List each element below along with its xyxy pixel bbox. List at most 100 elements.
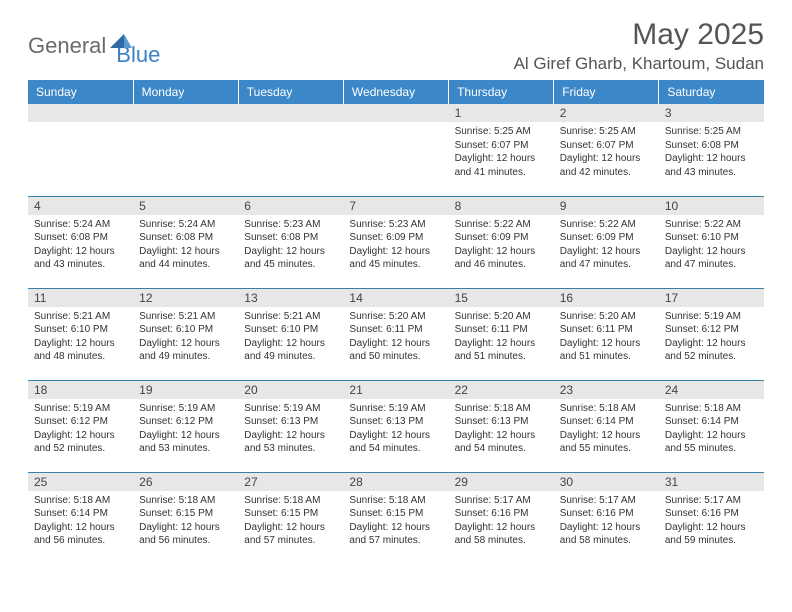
day-details: Sunrise: 5:18 AMSunset: 6:14 PMDaylight:… [554, 399, 659, 460]
calendar-day-cell [133, 104, 238, 196]
calendar-day-cell: 17Sunrise: 5:19 AMSunset: 6:12 PMDayligh… [659, 288, 764, 380]
calendar-day-cell: 23Sunrise: 5:18 AMSunset: 6:14 PMDayligh… [554, 380, 659, 472]
day-details: Sunrise: 5:18 AMSunset: 6:13 PMDaylight:… [449, 399, 554, 460]
day-number: 5 [133, 197, 238, 215]
sunset-line: Sunset: 6:11 PM [455, 324, 528, 335]
calendar-day-cell: 20Sunrise: 5:19 AMSunset: 6:13 PMDayligh… [238, 380, 343, 472]
day-details: Sunrise: 5:17 AMSunset: 6:16 PMDaylight:… [554, 491, 659, 552]
day-number: 28 [343, 473, 448, 491]
sunset-line: Sunset: 6:16 PM [665, 508, 739, 519]
sunset-line: Sunset: 6:10 PM [244, 324, 318, 335]
day-number: 26 [133, 473, 238, 491]
sunset-line: Sunset: 6:14 PM [34, 508, 108, 519]
day-details: Sunrise: 5:18 AMSunset: 6:14 PMDaylight:… [28, 491, 133, 552]
sunset-line: Sunset: 6:15 PM [349, 508, 423, 519]
day-number: 17 [659, 289, 764, 307]
day-details: Sunrise: 5:24 AMSunset: 6:08 PMDaylight:… [28, 215, 133, 276]
day-details: Sunrise: 5:17 AMSunset: 6:16 PMDaylight:… [659, 491, 764, 552]
day-details: Sunrise: 5:18 AM Sunset: 6:15 PM Daylight:… [343, 491, 448, 552]
sunrise-line: Sunrise: 5:23 AM [244, 219, 320, 230]
day-details: Sunrise: 5:18 AMSunset: 6:15 PMDaylight:… [238, 491, 343, 552]
day-details: Sunrise: 5:22 AMSunset: 6:09 PMDaylight:… [554, 215, 659, 276]
daylight-line: Daylight: 12 hours and 50 minutes. [349, 338, 430, 363]
daylight-line: Daylight: 12 hours and 42 minutes. [560, 153, 641, 178]
weekday-header: Friday [554, 80, 659, 104]
day-number: 23 [554, 381, 659, 399]
day-details: Sunrise: 5:21 AMSunset: 6:10 PMDaylight:… [133, 307, 238, 368]
weekday-header-row: Sunday Monday Tuesday Wednesday Thursday… [28, 80, 764, 104]
sunrise-line: Sunrise: 5:23 AM [349, 219, 425, 230]
day-number: 2 [554, 104, 659, 122]
daylight-line: Daylight: 12 hours and 58 minutes. [455, 522, 536, 547]
sunrise-line: Sunrise: 5:18 AM [455, 403, 531, 414]
day-details: Sunrise: 5:19 AMSunset: 6:13 PMDaylight:… [238, 399, 343, 460]
sunset-line: Sunset: 6:16 PM [560, 508, 634, 519]
day-number [133, 104, 238, 122]
sunrise-line: Sunrise: 5:25 AM [455, 126, 531, 137]
daylight-line: Daylight: 12 hours and 53 minutes. [139, 430, 220, 455]
day-number: 27 [238, 473, 343, 491]
daylight-line: Daylight: 12 hours and 57 minutes. [349, 522, 430, 547]
sunset-line: Sunset: 6:08 PM [244, 232, 318, 243]
day-number: 12 [133, 289, 238, 307]
sunset-line: Sunset: 6:16 PM [455, 508, 529, 519]
sunrise-line: Sunrise: 5:18 AM [34, 495, 110, 506]
logo-word-1: General [28, 33, 106, 59]
sunrise-line: Sunrise: 5:18 AM [349, 495, 425, 506]
sunrise-line: Sunrise: 5:21 AM [139, 311, 215, 322]
weekday-header: Monday [133, 80, 238, 104]
weekday-header: Saturday [659, 80, 764, 104]
calendar-week-row: 4Sunrise: 5:24 AMSunset: 6:08 PMDaylight… [28, 196, 764, 288]
day-number: 16 [554, 289, 659, 307]
title-block: May 2025 Al Giref Gharb, Khartoum, Sudan [514, 18, 764, 74]
sunset-line: Sunset: 6:10 PM [665, 232, 739, 243]
daylight-line: Daylight: 12 hours and 41 minutes. [455, 153, 536, 178]
location-text: Al Giref Gharb, Khartoum, Sudan [514, 54, 764, 74]
sunset-line: Sunset: 6:15 PM [139, 508, 213, 519]
calendar-day-cell: 2Sunrise: 5:25 AMSunset: 6:07 PMDaylight… [554, 104, 659, 196]
day-number: 9 [554, 197, 659, 215]
day-number: 14 [343, 289, 448, 307]
sunset-line: Sunset: 6:13 PM [244, 416, 318, 427]
sunrise-line: Sunrise: 5:20 AM [349, 311, 425, 322]
daylight-line: Daylight: 12 hours and 46 minutes. [455, 246, 536, 271]
day-number: 3 [659, 104, 764, 122]
sunset-line: Sunset: 6:12 PM [665, 324, 739, 335]
sunrise-line: Sunrise: 5:24 AM [34, 219, 110, 230]
daylight-line: Daylight: 12 hours and 55 minutes. [665, 430, 746, 455]
day-number: 1 [449, 104, 554, 122]
sunrise-line: Sunrise: 5:18 AM [665, 403, 741, 414]
daylight-line: Daylight: 12 hours and 44 minutes. [139, 246, 220, 271]
daylight-line: Daylight: 12 hours and 52 minutes. [34, 430, 115, 455]
sunrise-line: Sunrise: 5:24 AM [139, 219, 215, 230]
sunset-line: Sunset: 6:14 PM [665, 416, 739, 427]
sunset-line: Sunset: 6:09 PM [349, 232, 423, 243]
day-details: Sunrise: 5:18 AMSunset: 6:15 PMDaylight:… [133, 491, 238, 552]
day-number [343, 104, 448, 122]
sunrise-line: Sunrise: 5:22 AM [560, 219, 636, 230]
daylight-line: Daylight: 12 hours and 45 minutes. [349, 246, 430, 271]
day-details: Sunrise: 5:19 AMSunset: 6:12 PMDaylight:… [28, 399, 133, 460]
calendar-day-cell: 21Sunrise: 5:19 AMSunset: 6:13 PMDayligh… [343, 380, 448, 472]
daylight-line: Daylight: 12 hours and 51 minutes. [560, 338, 641, 363]
day-details: Sunrise: 5:18 AM Sunset: 6:14 PM Daylight:… [659, 399, 764, 460]
logo-triangle-icon [110, 34, 132, 52]
sunset-line: Sunset: 6:09 PM [455, 232, 529, 243]
weekday-header: Tuesday [238, 80, 343, 104]
sunset-line: Sunset: 6:15 PM [244, 508, 318, 519]
calendar-day-cell: 15Sunrise: 5:20 AMSunset: 6:11 PMDayligh… [449, 288, 554, 380]
sunset-line: Sunset: 6:07 PM [455, 140, 529, 151]
sunset-line: Sunset: 6:12 PM [34, 416, 108, 427]
sunrise-line: Sunrise: 5:18 AM [244, 495, 320, 506]
sunrise-line: Sunrise: 5:25 AM [560, 126, 636, 137]
sunset-line: Sunset: 6:13 PM [349, 416, 423, 427]
day-number: 7 [343, 197, 448, 215]
calendar-week-row: 25Sunrise: 5:18 AMSunset: 6:14 PMDayligh… [28, 472, 764, 564]
daylight-line: Daylight: 12 hours and 43 minutes. [665, 153, 746, 178]
calendar-day-cell [238, 104, 343, 196]
sunrise-line: Sunrise: 5:18 AM [139, 495, 215, 506]
sunset-line: Sunset: 6:08 PM [665, 140, 739, 151]
calendar-day-cell: 16Sunrise: 5:20 AMSunset: 6:11 PMDayligh… [554, 288, 659, 380]
day-details: Sunrise: 5:20 AMSunset: 6:11 PMDaylight:… [554, 307, 659, 368]
sunrise-line: Sunrise: 5:19 AM [665, 311, 741, 322]
